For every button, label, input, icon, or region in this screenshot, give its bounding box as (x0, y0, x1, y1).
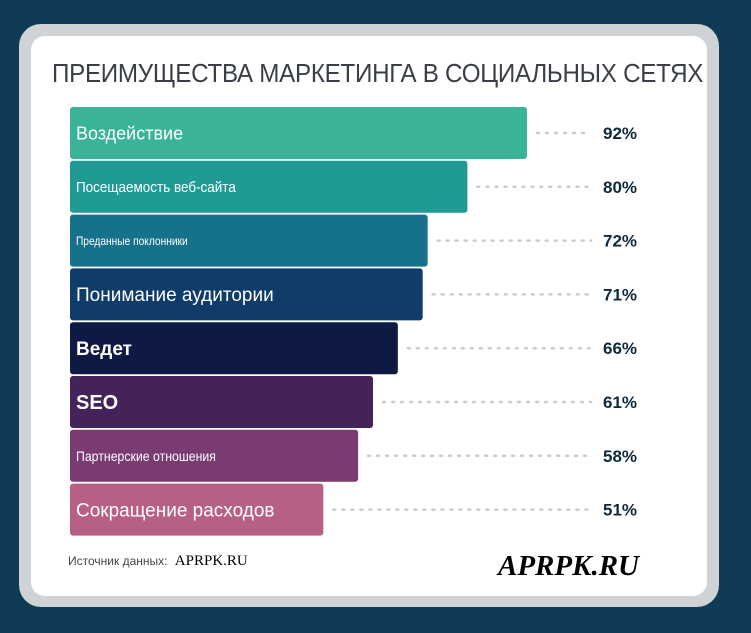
bar-2 (70, 214, 428, 267)
bar-label-6: Партнерские отношения (76, 448, 216, 464)
bar-1 (70, 160, 468, 213)
bar-3 (70, 268, 423, 321)
bar-4 (70, 322, 398, 375)
bar-label-1: Посещаемость веб-сайта (76, 180, 236, 197)
value-label-5: 61% (603, 393, 637, 412)
watermark-text: APRPK.RU (498, 550, 639, 582)
value-label-3: 71% (603, 285, 637, 304)
source-value: APRPK.RU (174, 553, 248, 569)
bar-label-4: Ведет (76, 339, 132, 360)
chart-title: ПРЕИМУЩЕСТВА МАРКЕТИНГА В СОЦИАЛЬНЫХ СЕТ… (52, 58, 704, 88)
source-label: Источник данных: (68, 554, 168, 568)
bar-label-7: Сокращение расходов (76, 500, 275, 521)
bar-label-0: Воздействие (76, 123, 183, 143)
bar-label-5: SEO (76, 392, 118, 414)
bar-7 (70, 483, 324, 536)
value-label-1: 80% (603, 178, 637, 197)
value-label-6: 58% (603, 447, 637, 466)
bar-5 (70, 376, 374, 428)
bar-label-3: Понимание аудитории (76, 285, 274, 306)
bar-0 (70, 107, 527, 159)
bar-6 (70, 429, 359, 482)
value-label-0: 92% (603, 124, 637, 143)
source-note: Источник данных: APRPK.RU (68, 553, 248, 570)
value-label-7: 51% (603, 501, 637, 520)
value-label-2: 72% (603, 232, 637, 251)
bar-label-2: Преданные поклонники (76, 235, 188, 248)
value-label-4: 66% (603, 339, 637, 358)
